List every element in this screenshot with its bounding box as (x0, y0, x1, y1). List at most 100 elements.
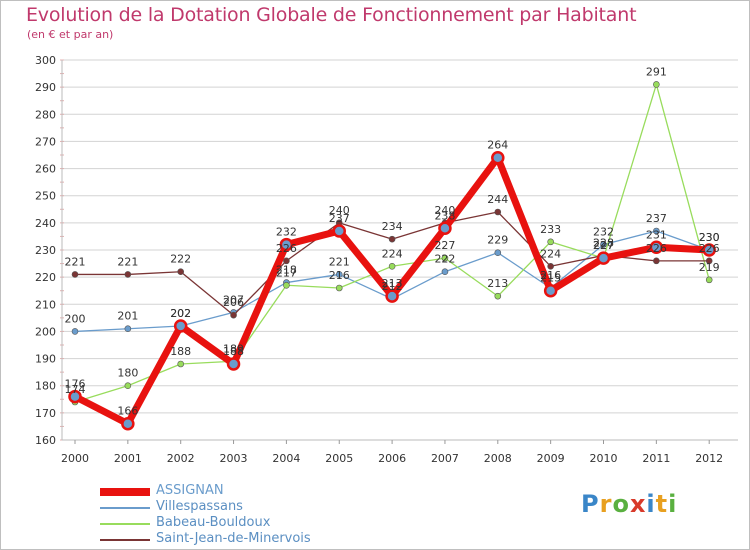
data-point-villespassans (600, 241, 607, 248)
y-tick-label: 220 (35, 271, 56, 284)
y-tick-label: 290 (35, 81, 56, 94)
data-label-assignan: 215 (540, 272, 561, 285)
legend-label: Saint-Jean-de-Minervois (156, 531, 311, 546)
data-label-saint_jean: 228 (593, 236, 614, 249)
data-label-assignan: 188 (223, 345, 244, 358)
data-label-assignan: 202 (170, 307, 191, 320)
y-tick-label: 180 (35, 380, 56, 393)
data-point-villespassans (653, 227, 660, 235)
y-tick-label: 190 (35, 353, 56, 366)
data-point-saint_jean (653, 257, 660, 265)
y-tick-label: 160 (35, 434, 56, 447)
chart-title: Evolution de la Dotation Globale de Fonc… (26, 4, 637, 26)
data-label-assignan: 264 (487, 139, 508, 152)
data-point-babeau (705, 276, 713, 284)
data-point-babeau (283, 281, 290, 289)
legend-swatch (100, 523, 150, 525)
y-tick-label: 170 (35, 407, 56, 420)
data-point-assignan (226, 357, 241, 371)
data-label-assignan: 166 (117, 405, 138, 418)
data-point-babeau (494, 292, 502, 300)
data-label-villespassans: 200 (65, 312, 86, 325)
data-point-villespassans (124, 325, 132, 333)
y-tick-label: 300 (35, 54, 56, 67)
series-assignan (68, 150, 716, 431)
x-tick-label: 2010 (590, 452, 618, 465)
data-label-babeau: 189 (223, 342, 244, 355)
data-label-babeau: 233 (540, 223, 561, 236)
data-point-assignan (68, 389, 82, 404)
data-point-assignan (438, 221, 452, 236)
legend-item-saint_jean: Saint-Jean-de-Minervois (100, 531, 400, 548)
data-label-saint_jean: 226 (699, 242, 720, 255)
data-label-babeau: 188 (170, 345, 191, 358)
x-tick-label: 2005 (325, 452, 353, 465)
data-label-babeau: 213 (487, 277, 508, 290)
data-point-saint_jean (124, 271, 132, 278)
x-tick-label: 2009 (537, 452, 565, 465)
legend-label: Babeau-Bouldoux (156, 515, 271, 530)
data-label-saint_jean: 244 (487, 193, 508, 206)
data-label-saint_jean: 221 (117, 255, 138, 268)
data-label-babeau: 180 (117, 367, 138, 380)
data-point-babeau (653, 81, 660, 88)
data-label-villespassans: 216 (540, 269, 561, 282)
x-tick-label: 2006 (378, 452, 406, 465)
data-point-saint_jean (230, 311, 237, 319)
x-tick-label: 2002 (167, 452, 195, 465)
data-label-babeau: 216 (329, 269, 350, 282)
data-point-villespassans (71, 328, 79, 335)
data-label-assignan: 232 (276, 226, 297, 239)
data-label-villespassans: 207 (223, 293, 244, 306)
data-point-assignan (121, 416, 135, 431)
x-tick-label: 2007 (431, 452, 459, 465)
data-label-babeau: 227 (434, 239, 455, 252)
data-point-assignan (596, 251, 611, 265)
data-point-babeau (124, 382, 132, 390)
data-label-assignan: 213 (382, 277, 403, 290)
data-point-saint_jean (177, 268, 184, 276)
data-label-assignan: 237 (329, 212, 350, 225)
legend-label: Villespassans (156, 499, 243, 514)
data-point-babeau (547, 238, 554, 246)
data-label-assignan: 227 (593, 239, 614, 252)
data-label-saint_jean: 224 (540, 247, 561, 260)
data-label-villespassans: 230 (699, 231, 720, 244)
data-point-assignan (385, 289, 399, 303)
y-tick-label: 240 (35, 217, 56, 230)
data-point-assignan (491, 150, 505, 165)
data-label-assignan: 231 (646, 228, 667, 241)
data-label-villespassans: 229 (487, 234, 508, 247)
data-point-babeau (441, 254, 449, 262)
x-tick-label: 2001 (114, 452, 142, 465)
legend-swatch (100, 539, 150, 541)
data-label-villespassans: 232 (593, 226, 614, 239)
data-point-villespassans (335, 271, 343, 278)
data-label-babeau: 224 (382, 247, 403, 260)
data-label-assignan: 176 (65, 378, 86, 391)
data-label-saint_jean: 206 (223, 296, 244, 309)
data-label-assignan: 238 (434, 209, 455, 222)
data-point-saint_jean (388, 235, 396, 243)
data-point-assignan (173, 319, 188, 333)
data-label-saint_jean: 226 (276, 242, 297, 255)
data-point-babeau (335, 284, 343, 292)
x-tick-label: 2000 (61, 452, 89, 465)
legend-item-babeau: Babeau-Bouldoux (100, 515, 400, 532)
data-point-saint_jean (705, 257, 713, 265)
x-tick-label: 2012 (695, 452, 723, 465)
data-point-saint_jean (283, 257, 290, 265)
x-tick-label: 2008 (484, 452, 512, 465)
data-label-saint_jean: 221 (65, 255, 86, 268)
data-point-assignan (543, 283, 558, 298)
y-tick-label: 250 (35, 190, 56, 203)
y-tick-label: 230 (35, 244, 56, 257)
y-tick-label: 210 (35, 298, 56, 311)
data-label-babeau: 291 (646, 65, 667, 78)
legend-swatch (100, 507, 150, 509)
legend-label: ASSIGNAN (156, 483, 224, 498)
proxiti-logo: Proxiti (581, 490, 678, 518)
y-tick-label: 270 (35, 135, 56, 148)
legend-item-villespassans: Villespassans (100, 499, 400, 516)
